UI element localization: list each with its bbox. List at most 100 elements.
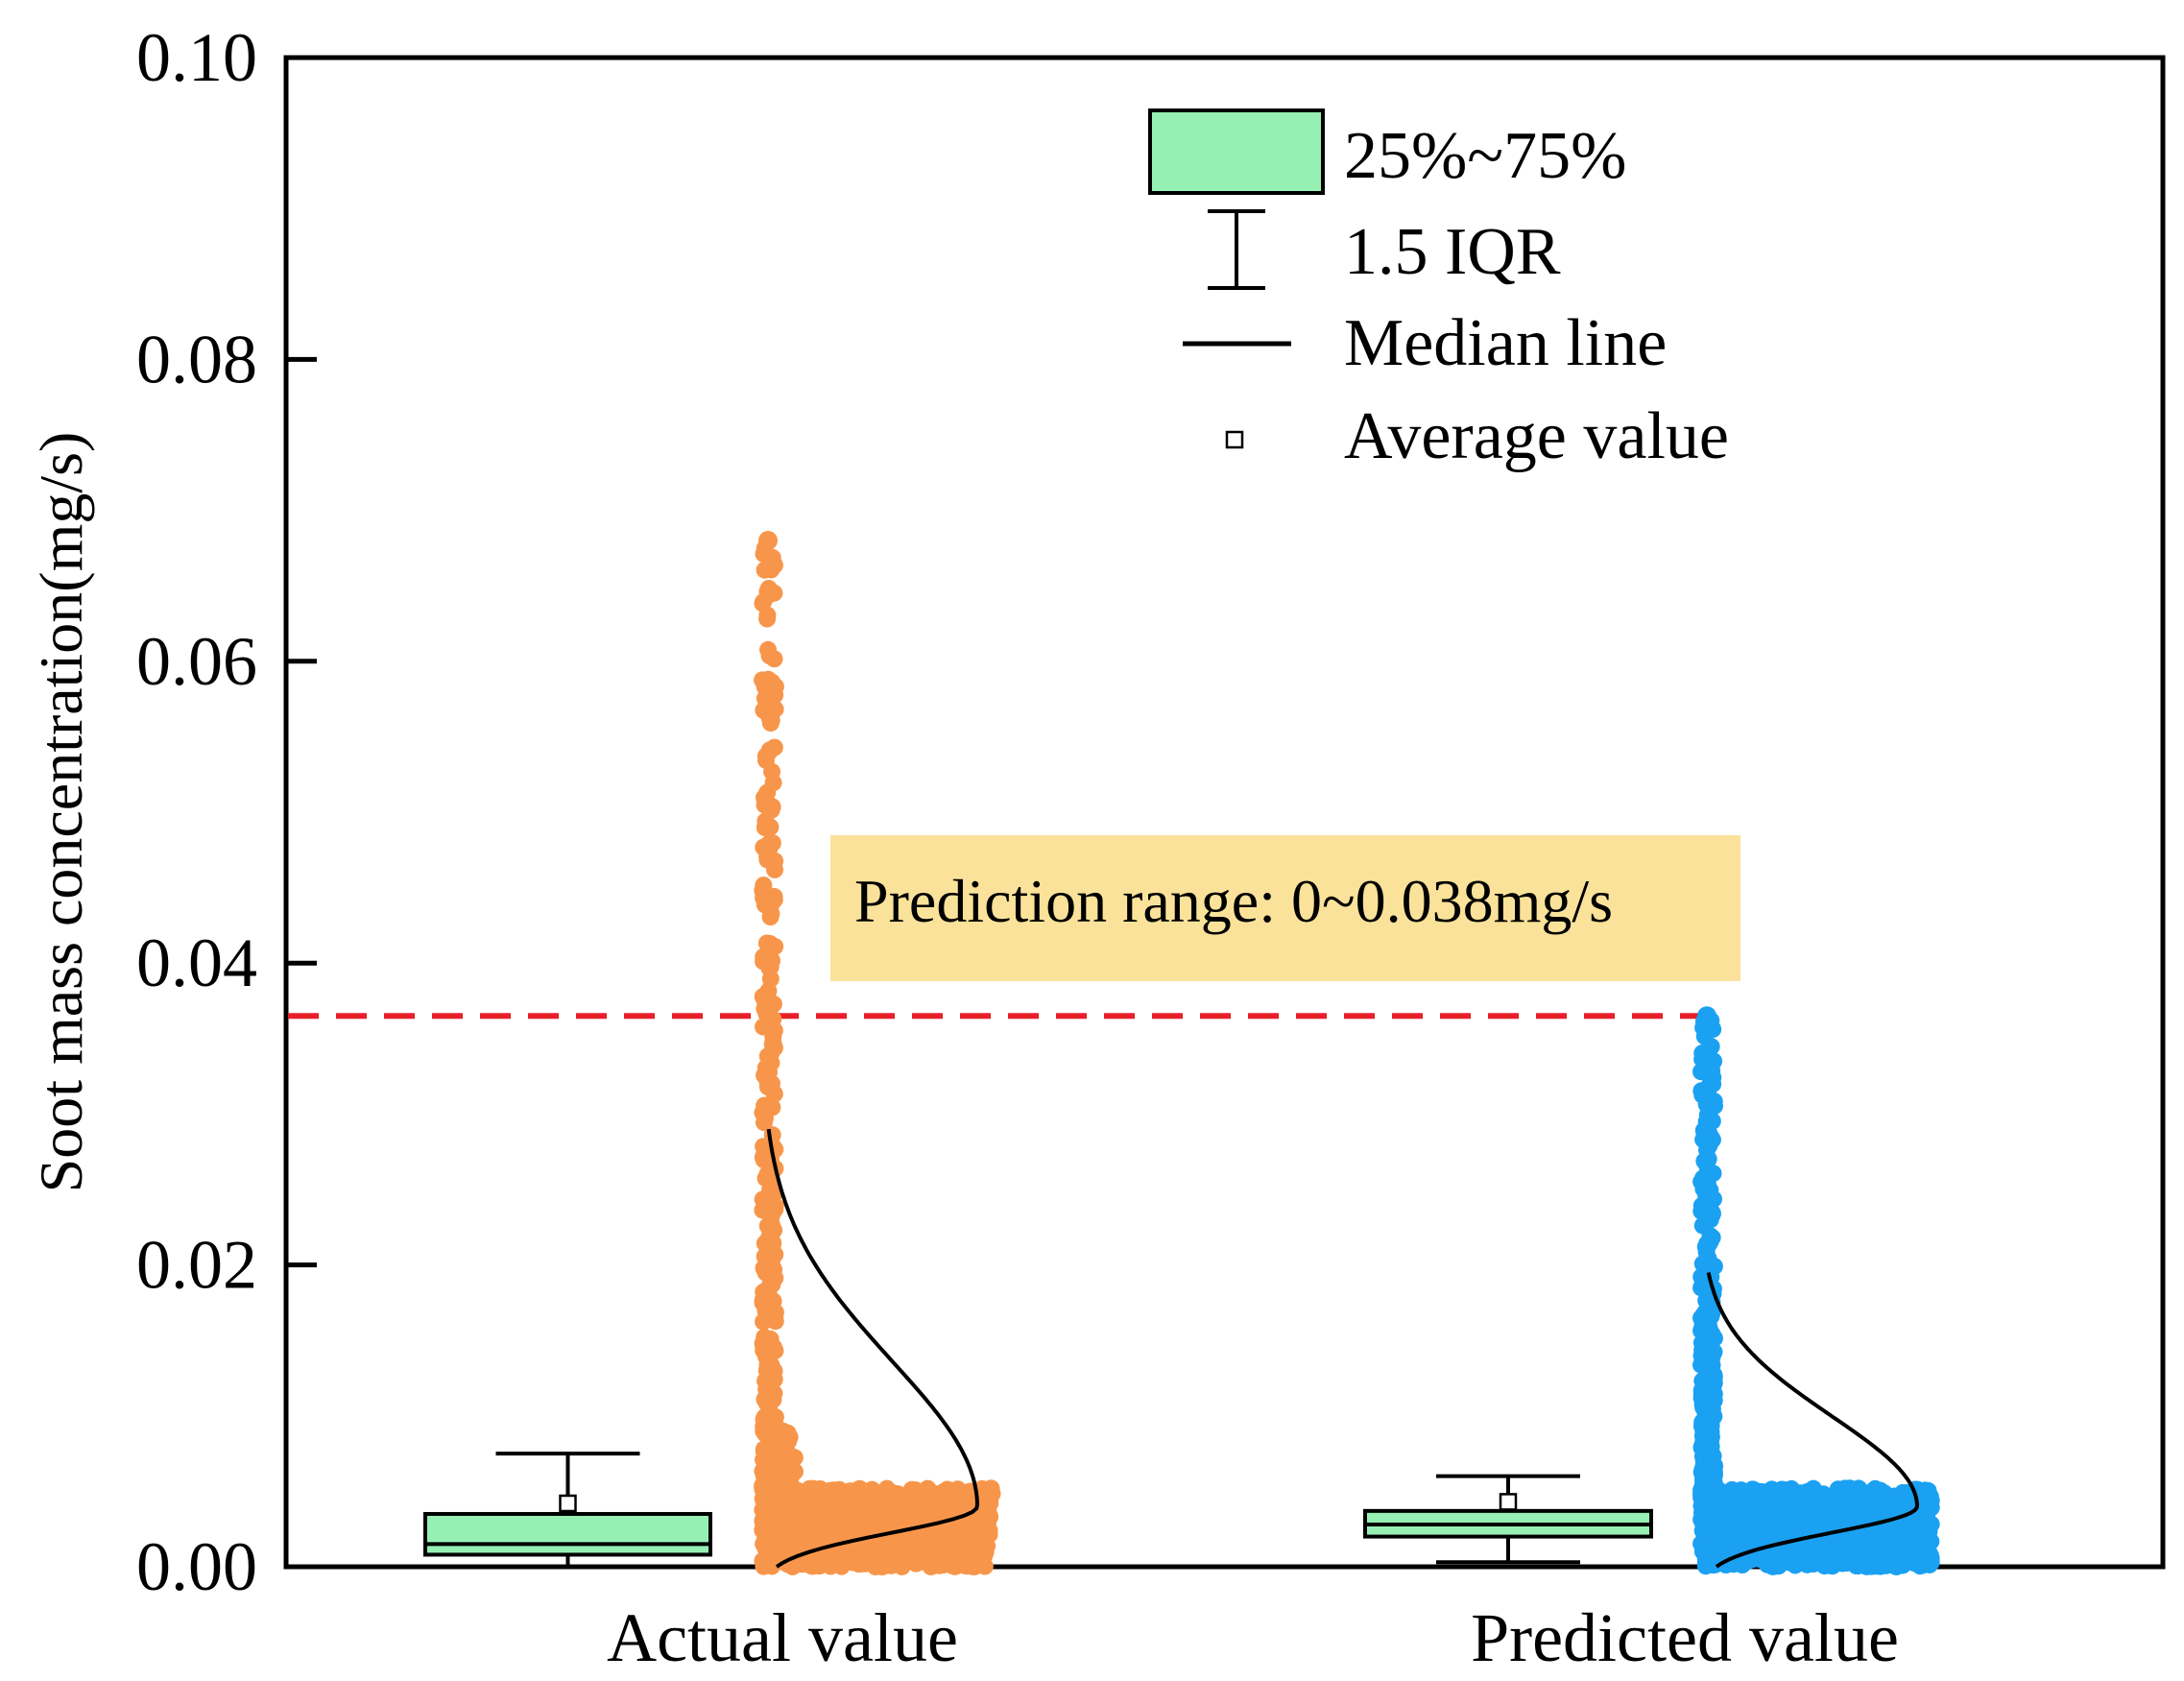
scatter-point [1703, 1131, 1721, 1149]
category-label-predicted: Predicted value [1471, 1599, 1899, 1676]
scatter-point [777, 1514, 795, 1532]
plot-frame [283, 55, 2166, 1570]
scatter-point [758, 1071, 777, 1090]
scatter-point [970, 1550, 988, 1569]
scatter-point [794, 1532, 812, 1550]
legend-mean-label: Average value [1344, 399, 1729, 473]
scatter-point [802, 1517, 820, 1535]
legend-mean-icon [1225, 430, 1244, 449]
scatter-point [941, 1483, 959, 1501]
iqr-box [423, 1511, 712, 1557]
scatter-point [1703, 1207, 1721, 1225]
scatter-point [932, 1528, 950, 1547]
scatter-point [775, 1463, 793, 1481]
scatter-point [1700, 1235, 1718, 1253]
prediction-range-label: Prediction range: 0~0.038mg/s [854, 867, 1613, 935]
scatter-point [826, 1523, 844, 1541]
scatter-point [761, 818, 780, 836]
scatter-point [755, 1535, 773, 1553]
y-tick-label: 0.04 [136, 925, 257, 1001]
scatter-point [760, 709, 779, 728]
scatter-point [1751, 1550, 1769, 1569]
mean-marker [559, 1494, 577, 1513]
scatter-point [1896, 1533, 1914, 1551]
scatter-point [884, 1541, 902, 1559]
scatter-point [1695, 1387, 1714, 1405]
scatter-point [845, 1487, 863, 1505]
scatter-point [1864, 1492, 1883, 1510]
scatter-point [1704, 1545, 1722, 1563]
scatter-point [803, 1551, 821, 1570]
legend-box-label: 25%~75% [1344, 119, 1627, 193]
scatter-point [755, 838, 773, 856]
scatter-point [810, 1494, 828, 1512]
scatter-point [759, 640, 778, 659]
scatter-point [762, 904, 780, 923]
scatter-point [765, 1084, 783, 1102]
density-curve [766, 1128, 980, 1569]
scatter-point [1695, 1027, 1714, 1045]
scatter-point [1697, 1006, 1716, 1026]
scatter-point [756, 999, 774, 1018]
scatter-point [908, 1499, 926, 1517]
scatter-point [886, 1506, 904, 1525]
density-curves [766, 1128, 1920, 1569]
scatter-point [1736, 1487, 1754, 1505]
scatter-point [1782, 1553, 1800, 1572]
scatter-point [857, 1498, 876, 1516]
scatter-point [760, 741, 779, 759]
scatter-point [1857, 1534, 1875, 1552]
scatter-point [761, 1549, 780, 1568]
scatter-point [754, 1201, 772, 1219]
scatter-point [1696, 1045, 1715, 1064]
scatter-point [832, 1510, 851, 1528]
scatter-point [1769, 1545, 1788, 1563]
scatter-point [757, 1308, 776, 1326]
scatter-point [761, 1175, 780, 1193]
legend: 25%~75% 1.5 IQR Median line Average valu… [1148, 108, 1729, 473]
scatter-point [896, 1532, 914, 1550]
mean-marker [1499, 1493, 1518, 1511]
scatter-point [1829, 1490, 1847, 1508]
scatter-point [959, 1491, 977, 1509]
scatter-point [1893, 1556, 1911, 1574]
scatter-point [756, 561, 774, 579]
scatter-point [763, 798, 781, 816]
scatter-point [1886, 1493, 1905, 1511]
scatter-point [763, 1098, 781, 1117]
y-tick-label: 0.10 [136, 19, 257, 96]
scatter-point [957, 1557, 975, 1575]
scatter-point [1703, 1520, 1721, 1538]
y-tick-label: 0.06 [136, 623, 257, 700]
scatter-point [755, 1259, 773, 1277]
scatter-point [1792, 1494, 1811, 1512]
scatter-actual [754, 531, 1001, 1575]
scatter-point [1870, 1552, 1888, 1571]
scatter-point [761, 939, 780, 957]
scatter-point [1696, 1154, 1715, 1172]
y-tick-label: 0.08 [136, 321, 257, 397]
scatter-point [1692, 1063, 1711, 1081]
scatter-point [1920, 1555, 1938, 1573]
scatter-point [922, 1549, 940, 1567]
density-curve [1706, 1272, 1920, 1569]
scatter-point [763, 548, 781, 566]
scatter-point [759, 982, 778, 1000]
scatter-point [827, 1549, 845, 1568]
scatter-point [759, 586, 778, 604]
legend-median-label: Median line [1344, 306, 1667, 380]
scatter-point [760, 1220, 779, 1238]
legend-whisker-icon [1208, 209, 1265, 290]
legend-box-swatch [1148, 108, 1325, 195]
scatter-point [764, 774, 782, 792]
scatter-point [1919, 1481, 1937, 1500]
scatter-point [1759, 1507, 1777, 1525]
scatter-point [756, 1235, 774, 1253]
boxes [423, 1452, 1653, 1567]
prediction-range-box [830, 835, 1740, 981]
scatter-point [766, 1341, 784, 1359]
scatter-point [765, 1361, 783, 1380]
category-label-actual: Actual value [607, 1599, 958, 1676]
y-axis-title: Soot mass concentration(mg/s) [27, 432, 95, 1193]
